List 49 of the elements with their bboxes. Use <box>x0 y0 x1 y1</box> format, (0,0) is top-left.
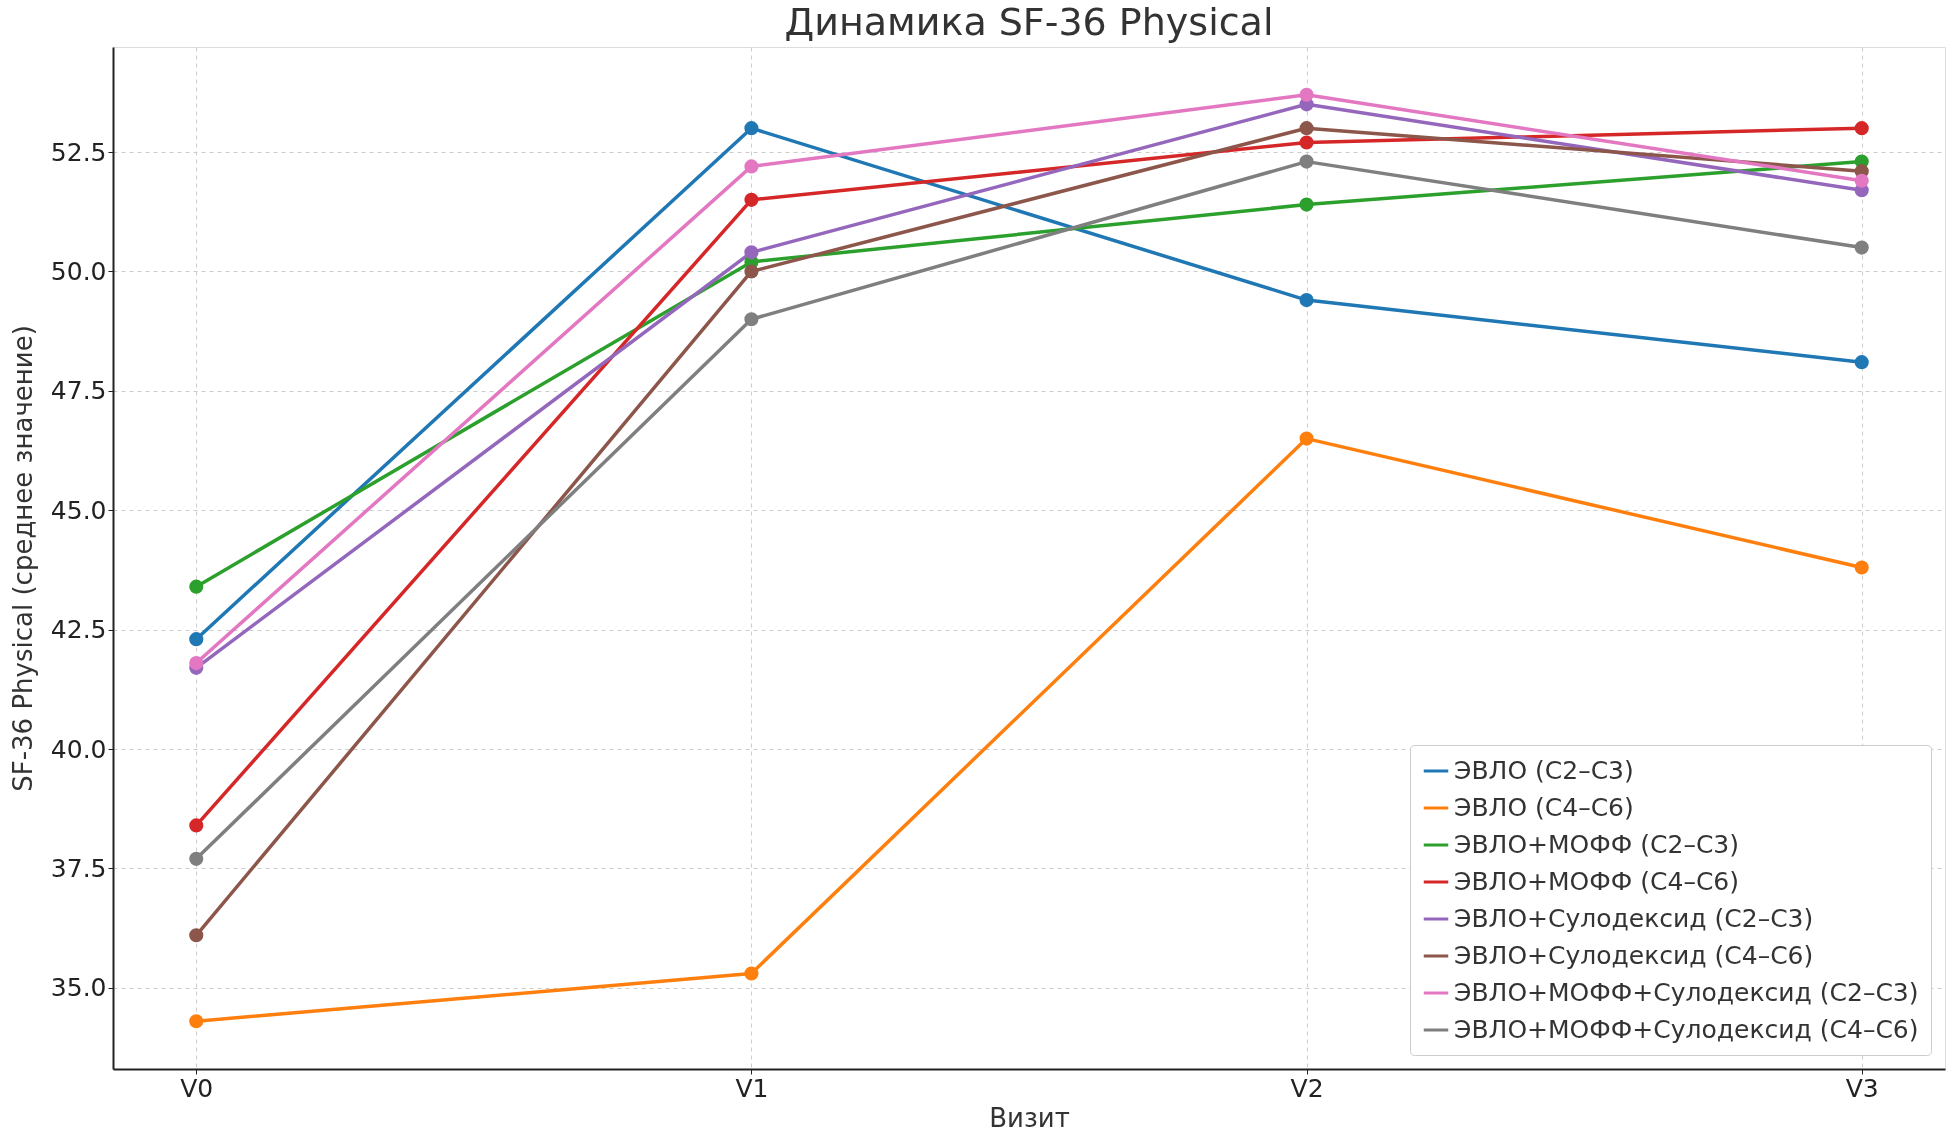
y-tick-label: 47.5 <box>50 376 107 406</box>
legend-label: ЭВЛО+МОФФ+Сулодексид (C2–C3) <box>1454 978 1919 1007</box>
point <box>1299 135 1314 150</box>
y-axis-title: SF-36 Physical (среднее значение) <box>7 325 38 792</box>
point <box>1299 197 1314 212</box>
x-tick-label: V3 <box>1845 1073 1879 1103</box>
legend-label: ЭВЛО (C4–C6) <box>1454 793 1634 822</box>
point <box>189 818 204 833</box>
x-tick-label: V2 <box>1290 1073 1324 1103</box>
point <box>1854 560 1869 575</box>
point <box>744 192 759 207</box>
point <box>1854 173 1869 188</box>
point <box>744 121 759 136</box>
point <box>189 632 204 647</box>
point <box>1299 154 1314 169</box>
legend-label: ЭВЛО+Сулодексид (C4–C6) <box>1454 941 1814 970</box>
point <box>1299 121 1314 136</box>
point <box>1854 355 1869 370</box>
point <box>189 851 204 866</box>
point <box>189 579 204 594</box>
y-tick-label: 42.5 <box>50 615 107 645</box>
legend-label: ЭВЛО+МОФФ (C4–C6) <box>1454 867 1739 896</box>
y-tick-label: 37.5 <box>50 853 107 883</box>
point <box>1299 87 1314 102</box>
legend-label: ЭВЛО+МОФФ+Сулодексид (C4–C6) <box>1454 1015 1919 1044</box>
chart-title: Динамика SF-36 Physical <box>784 0 1274 44</box>
y-tick-label: 52.5 <box>50 137 107 167</box>
legend-label: ЭВЛО+Сулодексид (C2–C3) <box>1454 904 1814 933</box>
point <box>189 656 204 671</box>
point <box>744 245 759 260</box>
point <box>744 159 759 174</box>
point <box>1854 240 1869 255</box>
legend-label: ЭВЛО+МОФФ (C2–C3) <box>1454 830 1739 859</box>
x-tick-label: V1 <box>735 1073 769 1103</box>
point <box>1299 293 1314 308</box>
point <box>1299 431 1314 446</box>
x-tick-label: V0 <box>180 1073 214 1103</box>
point <box>744 966 759 981</box>
y-tick-label: 45.0 <box>50 495 107 525</box>
point <box>189 1014 204 1029</box>
y-tick-label: 40.0 <box>50 734 107 764</box>
legend-label: ЭВЛО (C2–C3) <box>1454 756 1634 785</box>
point <box>744 264 759 279</box>
y-tick-label: 35.0 <box>50 973 107 1003</box>
y-tick-label: 50.0 <box>50 256 107 286</box>
point <box>1854 121 1869 136</box>
point <box>744 312 759 327</box>
point <box>189 928 204 943</box>
x-axis-title: Визит <box>989 1102 1070 1133</box>
